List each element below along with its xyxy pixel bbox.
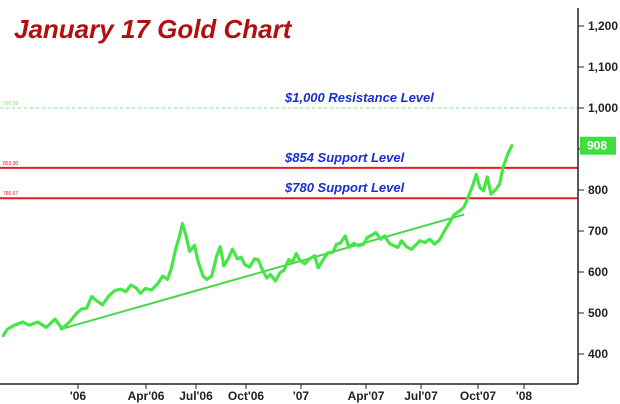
series-layer	[1, 144, 514, 338]
y-tick-label: 1,200	[588, 19, 618, 33]
y-tick-label: 600	[588, 265, 608, 279]
last-price-box	[580, 136, 616, 155]
y-tick-label: 400	[588, 347, 608, 361]
x-tick-label: Apr'06	[128, 389, 165, 403]
x-tick-label: Oct'07	[460, 389, 497, 403]
chart-title: January 17 Gold Chart	[14, 14, 293, 44]
y-tick-label: 1,000	[588, 101, 618, 115]
level-label-2: $780 Support Level	[284, 180, 405, 195]
x-tick-label: '06	[70, 389, 87, 403]
x-tick-label: '07	[293, 389, 310, 403]
y-tick-label: 1,100	[588, 60, 618, 74]
x-tick-label: '08	[516, 389, 533, 403]
level-tiny-value-1: 853.90	[3, 161, 19, 167]
x-axis-ticks: '06 Apr'06 Jul'06 Oct'06 '07 Apr'07 Jul'07 Oct'…	[70, 384, 533, 403]
x-tick-label: Oct'06	[228, 389, 265, 403]
level-label-1: $854 Support Level	[284, 150, 405, 165]
level-tiny-value-0: 996.38	[3, 101, 19, 107]
gold-price-line	[1, 144, 514, 338]
price-levels: $1,000 Resistance Level 996.38 $854 Suppor…	[0, 90, 578, 200]
x-tick-label: Apr'07	[348, 389, 385, 403]
x-tick-label: Jul'06	[179, 389, 213, 403]
x-tick-label: Jul'07	[404, 389, 438, 403]
level-tiny-value-2: 780.67	[3, 191, 19, 197]
level-label-0: $1,000 Resistance Level	[284, 90, 434, 105]
last-price-label: 908	[587, 139, 607, 153]
y-tick-label: 800	[588, 183, 608, 197]
y-tick-label: 500	[588, 306, 608, 320]
last-price-marker: 908	[580, 136, 616, 155]
y-tick-label: 700	[588, 224, 608, 238]
